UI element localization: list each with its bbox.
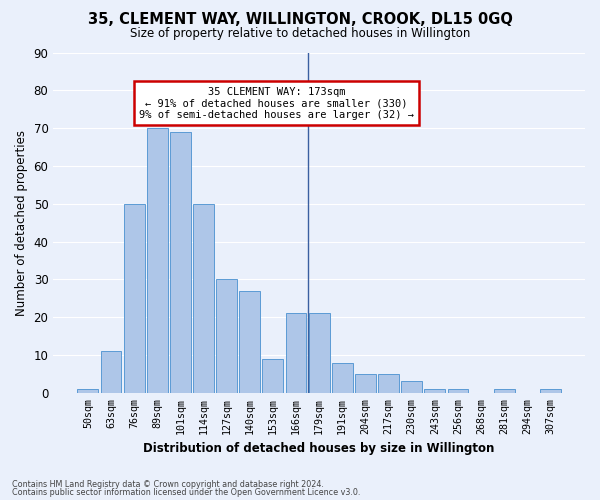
Bar — [540, 389, 561, 393]
X-axis label: Distribution of detached houses by size in Willington: Distribution of detached houses by size … — [143, 442, 495, 455]
Bar — [494, 389, 515, 393]
Bar — [262, 359, 283, 393]
Y-axis label: Number of detached properties: Number of detached properties — [15, 130, 28, 316]
Bar — [286, 314, 307, 393]
Bar — [309, 314, 329, 393]
Text: Contains public sector information licensed under the Open Government Licence v3: Contains public sector information licen… — [12, 488, 361, 497]
Bar — [147, 128, 167, 393]
Bar — [170, 132, 191, 393]
Text: Size of property relative to detached houses in Willington: Size of property relative to detached ho… — [130, 28, 470, 40]
Bar — [239, 290, 260, 393]
Bar — [332, 362, 353, 393]
Text: Contains HM Land Registry data © Crown copyright and database right 2024.: Contains HM Land Registry data © Crown c… — [12, 480, 324, 489]
Bar — [401, 382, 422, 393]
Bar — [355, 374, 376, 393]
Bar — [216, 280, 237, 393]
Text: 35 CLEMENT WAY: 173sqm
← 91% of detached houses are smaller (330)
9% of semi-det: 35 CLEMENT WAY: 173sqm ← 91% of detached… — [139, 86, 414, 120]
Bar — [77, 389, 98, 393]
Bar — [378, 374, 399, 393]
Bar — [448, 389, 469, 393]
Text: 35, CLEMENT WAY, WILLINGTON, CROOK, DL15 0GQ: 35, CLEMENT WAY, WILLINGTON, CROOK, DL15… — [88, 12, 512, 28]
Bar — [124, 204, 145, 393]
Bar — [101, 351, 121, 393]
Bar — [193, 204, 214, 393]
Bar — [424, 389, 445, 393]
